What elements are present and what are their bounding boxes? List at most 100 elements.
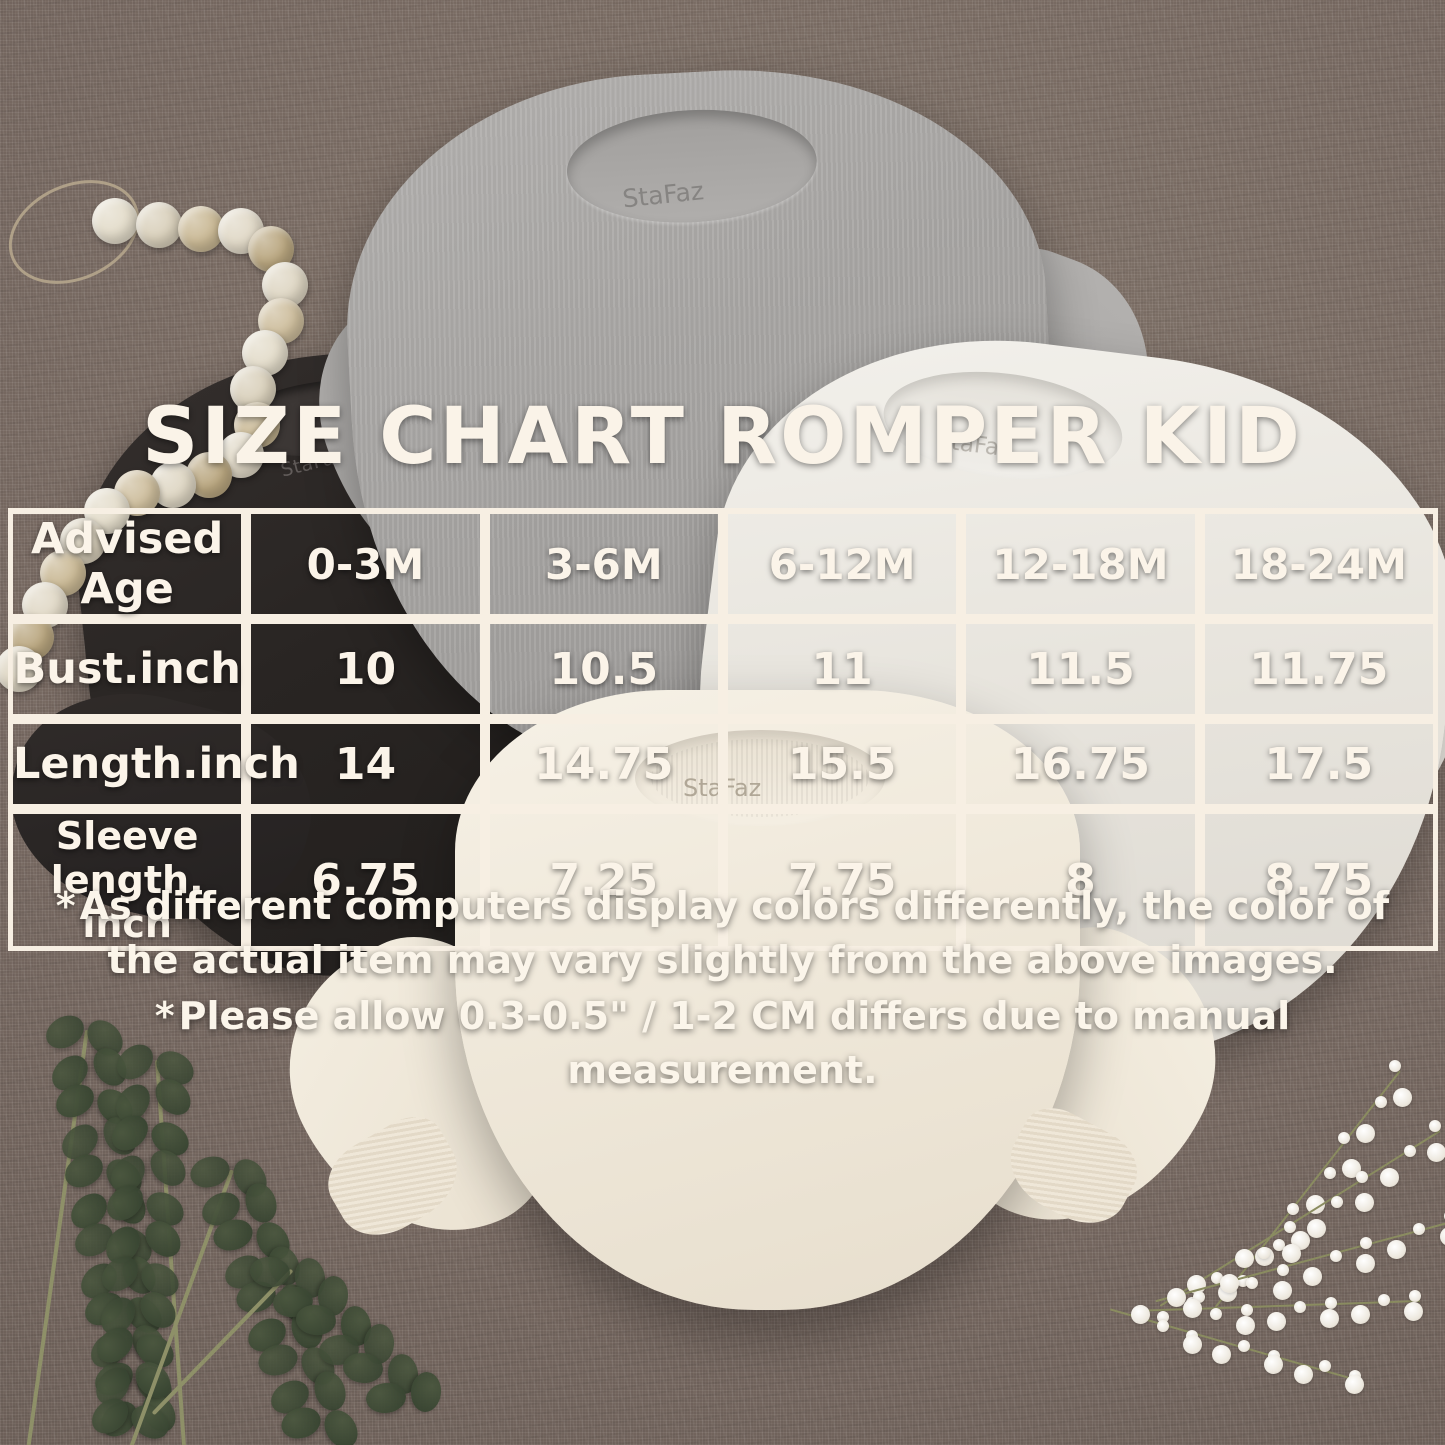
flower-floret — [1377, 1293, 1390, 1306]
flower-floret — [1219, 1274, 1239, 1294]
row-label-sleeve: Sleeve length. inch — [8, 809, 247, 951]
garland-bead — [136, 202, 182, 248]
cell-length-3: 16.75 — [961, 719, 1200, 809]
cell-sleeve-2: 7.75 — [722, 809, 962, 951]
footnote-text-2: Please allow 0.3-0.5" / 1-2 CM differs d… — [178, 993, 1291, 1092]
flower-floret — [1267, 1312, 1287, 1332]
flower-floret — [1236, 1315, 1256, 1335]
flower-floret — [1212, 1345, 1232, 1365]
footnote-star-1: * — [55, 884, 76, 928]
cell-bust-0: 10 — [246, 619, 485, 719]
flower-floret — [1380, 1167, 1400, 1187]
flower-floret — [1240, 1304, 1253, 1316]
flower-floret — [1439, 1226, 1445, 1246]
flower-floret — [1283, 1221, 1296, 1234]
footnote-color-disclaimer: * As different computers display colors d… — [18, 880, 1427, 988]
cell-bust-3: 11.5 — [961, 619, 1200, 719]
cell-sleeve-3: 8 — [961, 809, 1200, 951]
flower-floret — [1392, 1087, 1412, 1107]
table-header-row: Advised Age 0-3M 3-6M 6-12M 12-18M 18-24… — [8, 508, 1438, 619]
flower-floret — [1345, 1375, 1365, 1395]
row-label-bust: Bust.inch — [8, 619, 247, 719]
flower-floret — [1409, 1290, 1421, 1302]
eucalyptus-leaf — [317, 1403, 365, 1445]
garland-bead — [92, 198, 138, 244]
flower-floret — [1234, 1249, 1254, 1269]
flower-floret — [1356, 1170, 1369, 1183]
flower-floret — [1413, 1223, 1426, 1236]
table-row: Sleeve length. inch 6.75 7.25 7.75 8 8.7… — [8, 809, 1438, 951]
cell-length-1: 14.75 — [484, 719, 723, 809]
flower-floret — [1324, 1297, 1337, 1309]
eucalyptus-leaf — [85, 1391, 136, 1441]
flower-floret — [1293, 1300, 1306, 1313]
flower-floret — [1276, 1263, 1289, 1276]
flower-floret — [1351, 1305, 1371, 1325]
garland-bead — [262, 262, 308, 308]
cell-sleeve-4: 8.75 — [1199, 809, 1438, 951]
flower-floret — [1360, 1236, 1373, 1249]
footnote-star-2: * — [154, 993, 175, 1038]
flower-floret — [1427, 1142, 1445, 1162]
babys-breath-flowers — [1060, 1050, 1445, 1445]
garland-bead — [0, 646, 42, 692]
footnote-measurement-disclaimer: * Please allow 0.3-0.5" / 1-2 CM differs … — [18, 990, 1427, 1098]
flower-floret — [1272, 1280, 1292, 1300]
flower-floret — [1354, 1193, 1374, 1213]
flower-floret — [1338, 1131, 1351, 1144]
page-title: SIZE CHART ROMPER KID — [142, 392, 1303, 482]
flower-floret — [1238, 1340, 1251, 1353]
flower-floret — [1356, 1253, 1376, 1273]
flower-floret — [1429, 1120, 1441, 1132]
flower-floret — [1209, 1307, 1222, 1320]
table-row: Length.inch 14 14.75 15.5 16.75 17.5 — [8, 719, 1438, 809]
garland-bead — [40, 550, 86, 596]
flower-floret — [1263, 1355, 1283, 1375]
footnotes: * As different computers display colors d… — [18, 880, 1427, 1100]
flower-floret — [1246, 1277, 1259, 1290]
size-chart-table: Advised Age 0-3M 3-6M 6-12M 12-18M 18-24… — [8, 508, 1438, 951]
flower-floret — [1156, 1311, 1169, 1324]
flower-floret — [1403, 1145, 1416, 1158]
table-row: Bust.inch 10 10.5 11 11.5 11.75 — [8, 619, 1438, 719]
grey-romper-neckline — [564, 103, 820, 229]
flower-floret — [1404, 1301, 1424, 1321]
column-header-2: 6-12M — [722, 508, 962, 619]
column-header-0: 0-3M — [246, 508, 485, 619]
flower-floret — [1183, 1299, 1203, 1319]
flower-floret — [1166, 1287, 1186, 1307]
flower-floret — [1273, 1238, 1286, 1251]
cell-sleeve-1: 7.25 — [484, 809, 723, 951]
flower-floret — [1258, 1246, 1271, 1259]
cell-bust-1: 10.5 — [484, 619, 723, 719]
flower-floret — [1156, 1320, 1169, 1333]
garland-bead — [178, 206, 224, 252]
flower-floret — [1307, 1218, 1327, 1238]
column-header-3: 12-18M — [961, 508, 1200, 619]
flower-floret — [1374, 1095, 1387, 1108]
column-header-1: 3-6M — [484, 508, 723, 619]
flower-floret — [1342, 1159, 1362, 1179]
cell-bust-4: 11.75 — [1199, 619, 1438, 719]
cell-sleeve-0: 6.75 — [246, 809, 485, 951]
flower-floret — [1356, 1123, 1376, 1143]
cell-length-0: 14 — [246, 719, 485, 809]
flower-floret — [1282, 1243, 1302, 1263]
flower-floret — [1329, 1250, 1342, 1263]
flower-floret — [1331, 1195, 1344, 1208]
flower-floret — [1320, 1308, 1340, 1328]
flower-floret — [1319, 1360, 1332, 1373]
flower-floret — [1389, 1060, 1401, 1072]
flower-floret — [1182, 1335, 1202, 1355]
cell-length-2: 15.5 — [722, 719, 962, 809]
footnote-text-1: As different computers display colors di… — [79, 884, 1390, 982]
cell-length-4: 17.5 — [1199, 719, 1438, 809]
flower-floret — [1303, 1267, 1323, 1287]
flower-floret — [1293, 1365, 1313, 1385]
column-header-4: 18-24M — [1199, 508, 1438, 619]
flower-floret — [1386, 1240, 1406, 1260]
flower-floret — [1130, 1305, 1150, 1325]
cell-bust-2: 11 — [722, 619, 962, 719]
flower-floret — [1287, 1203, 1300, 1216]
